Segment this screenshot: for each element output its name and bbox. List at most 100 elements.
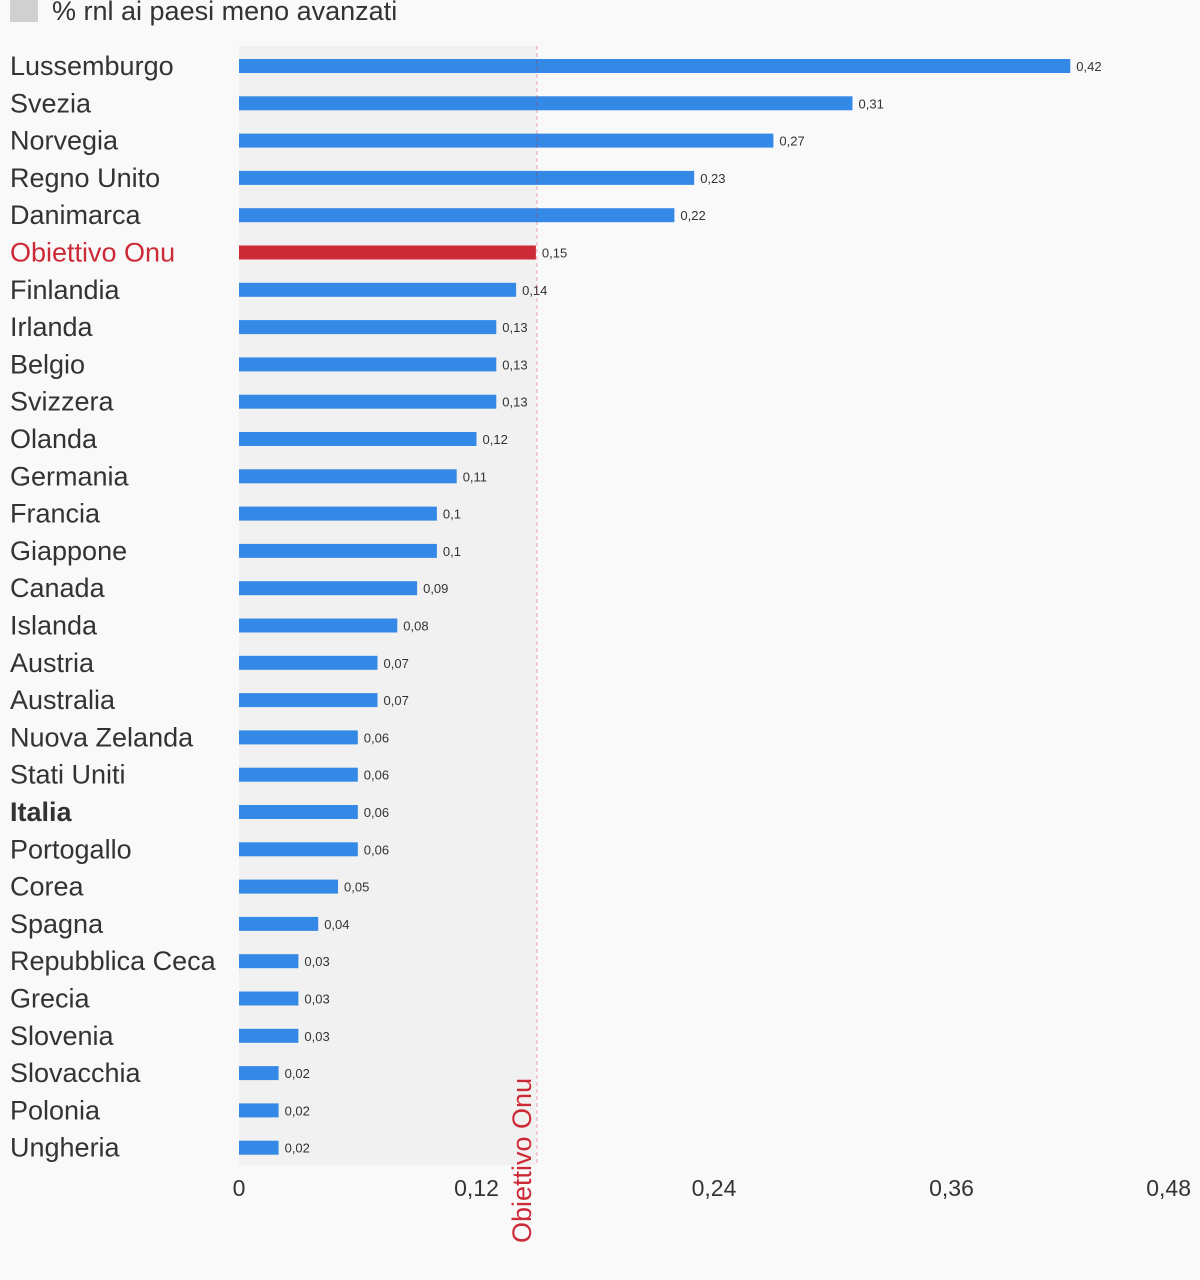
reference-line-label: Obiettivo Onu [507, 1078, 537, 1243]
category-label: Stati Uniti [10, 760, 126, 790]
bar-value-label: 0,15 [542, 246, 567, 261]
bar-value-label: 0,07 [384, 656, 409, 671]
x-tick-label: 0,48 [1146, 1175, 1191, 1201]
category-label: Lussemburgo [10, 51, 174, 81]
bar [239, 96, 853, 111]
category-label: Olanda [10, 424, 98, 454]
bar-value-label: 0,05 [344, 880, 369, 895]
legend: % rnl ai paesi meno avanzati [10, 0, 397, 26]
bar-value-label: 0,42 [1076, 59, 1101, 74]
bar [239, 59, 1071, 73]
bar [239, 805, 358, 819]
category-label: Irlanda [10, 312, 94, 342]
bar-value-label: 0,1 [443, 507, 461, 522]
bar-value-label: 0,02 [285, 1066, 310, 1081]
bar [239, 1066, 279, 1081]
bar-value-label: 0,07 [384, 693, 409, 708]
bars: 0,42 0,31 0,27 0,23 0,22 0,15 0,14 0,13 0,13 0,13… [239, 59, 1102, 1156]
bar-value-label: 0,13 [502, 320, 527, 335]
bar-value-label: 0,11 [463, 469, 487, 484]
bar-value-label: 0,1 [443, 544, 461, 559]
bar [239, 842, 358, 857]
legend-label: % rnl ai paesi meno avanzati [52, 0, 397, 26]
category-label: Norvegia [10, 126, 119, 156]
target-shaded-region [239, 46, 536, 1165]
bar [239, 469, 457, 484]
x-tick-label: 0,36 [929, 1175, 974, 1201]
bar [239, 245, 536, 260]
category-label: Italia [10, 797, 73, 827]
category-label: Portogallo [10, 834, 132, 864]
bar [239, 506, 437, 521]
bar-value-label: 0,08 [403, 619, 428, 634]
category-labels: Lussemburgo Svezia Norvegia Regno Unito Dani… [10, 51, 217, 1163]
bar-value-label: 0,12 [483, 432, 508, 447]
category-label: Giappone [10, 536, 127, 566]
bar [239, 693, 378, 708]
category-label: Slovenia [10, 1021, 115, 1051]
bar [239, 543, 437, 558]
category-label: Belgio [10, 349, 85, 379]
category-label: Slovacchia [10, 1058, 142, 1088]
category-label: Austria [10, 648, 95, 678]
category-label: Regno Unito [10, 163, 160, 193]
bar-value-label: 0,02 [285, 1141, 310, 1156]
bar [239, 1140, 279, 1155]
bar-value-label: 0,03 [304, 992, 329, 1007]
bar-value-label: 0,06 [364, 768, 389, 783]
bar [239, 208, 675, 223]
bar [239, 991, 299, 1006]
bar [239, 170, 695, 185]
bar-value-label: 0,03 [304, 1029, 329, 1044]
bar-value-label: 0,06 [364, 730, 389, 745]
bar [239, 432, 477, 446]
category-label: Francia [10, 499, 101, 529]
category-label: Danimarca [10, 200, 142, 230]
category-label: Obiettivo Onu [10, 238, 175, 268]
bar-value-label: 0,27 [779, 134, 804, 149]
category-label: Spagna [10, 909, 104, 939]
bar-value-label: 0,04 [324, 917, 349, 932]
bar [239, 618, 398, 633]
bar [239, 394, 497, 409]
category-label: Germania [10, 461, 130, 491]
plot-area: 0,42 0,31 0,27 0,23 0,22 0,15 0,14 0,13 0,13 0,13… [239, 46, 1102, 1243]
bar [239, 357, 497, 372]
bar-value-label: 0,14 [522, 283, 547, 298]
category-label: Canada [10, 573, 106, 603]
category-label: Australia [10, 685, 116, 715]
bar [239, 320, 497, 335]
category-label: Svezia [10, 88, 92, 118]
bar-value-label: 0,22 [680, 208, 705, 223]
category-label: Nuova Zelanda [10, 722, 194, 752]
bar-value-label: 0,03 [304, 954, 329, 969]
bar [239, 282, 517, 297]
category-label: Grecia [10, 984, 91, 1014]
bar [239, 1028, 299, 1043]
bar [239, 1103, 279, 1118]
bar [239, 954, 299, 969]
bar-value-label: 0,23 [700, 171, 725, 186]
bar [239, 655, 378, 670]
category-label: Corea [10, 872, 85, 902]
x-tick-label: 0,12 [454, 1175, 499, 1201]
bar-value-label: 0,06 [364, 842, 389, 857]
legend-swatch [10, 0, 38, 22]
category-label: Islanda [10, 611, 98, 641]
category-label: Svizzera [10, 387, 115, 417]
bar [239, 133, 774, 148]
x-axis-tick-labels: 0 0,12 0,24 0,36 0,48 [233, 1175, 1191, 1201]
x-tick-label: 0,24 [692, 1175, 737, 1201]
bar [239, 879, 338, 894]
bar-value-label: 0,06 [364, 805, 389, 820]
bar [239, 767, 358, 782]
bar-value-label: 0,13 [502, 395, 527, 410]
x-tick-label: 0 [233, 1175, 246, 1201]
category-label: Polonia [10, 1095, 101, 1125]
bar-value-label: 0,31 [859, 96, 884, 111]
bar-value-label: 0,13 [502, 357, 527, 372]
category-label: Finlandia [10, 275, 121, 305]
bar [239, 730, 358, 745]
category-label: Ungheria [10, 1133, 121, 1163]
